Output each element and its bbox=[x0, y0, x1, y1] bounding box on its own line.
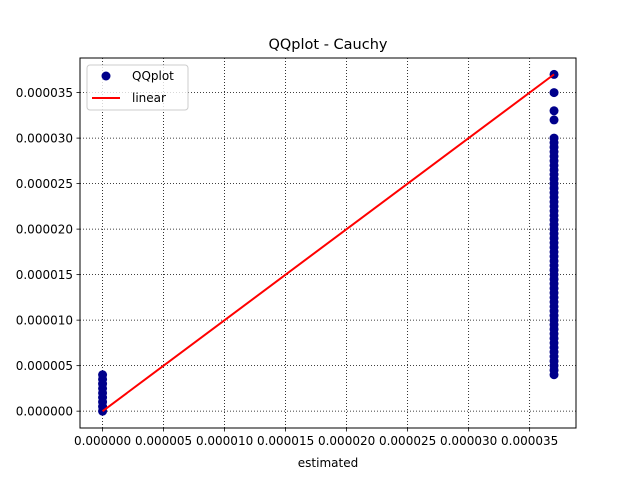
x-tick-label: 0.000000 bbox=[74, 434, 131, 448]
linear-fit-line bbox=[101, 73, 555, 412]
y-tick-label: 0.000035 bbox=[16, 86, 73, 100]
y-tick-label: 0.000015 bbox=[16, 268, 73, 282]
qqplot-point bbox=[98, 370, 108, 380]
legend: QQplot linear bbox=[86, 64, 189, 111]
y-tick-label: 0.000030 bbox=[16, 131, 73, 145]
y-tick-label: 0.000025 bbox=[16, 177, 73, 191]
qqplot-point bbox=[549, 115, 559, 125]
x-tick-label: 0.000005 bbox=[135, 434, 192, 448]
y-tick-label: 0.000000 bbox=[16, 404, 73, 418]
legend-label-qqplot: QQplot bbox=[132, 69, 174, 83]
x-tick-label: 0.000010 bbox=[196, 434, 253, 448]
qqplot-point bbox=[549, 88, 559, 98]
x-tick-label: 0.000015 bbox=[257, 434, 314, 448]
x-axis-ticks: 0.000000 0.000005 0.000010 0.000015 0.000020… bbox=[74, 428, 558, 448]
plot-series bbox=[98, 69, 559, 416]
x-tick-label: 0.000035 bbox=[501, 434, 558, 448]
x-tick-label: 0.000030 bbox=[440, 434, 497, 448]
qqplot-point bbox=[549, 106, 559, 116]
y-tick-label: 0.000020 bbox=[16, 222, 73, 236]
qqplot-point bbox=[549, 133, 559, 143]
x-tick-label: 0.000020 bbox=[318, 434, 375, 448]
legend-label-linear: linear bbox=[132, 91, 166, 105]
x-tick-label: 0.000025 bbox=[379, 434, 436, 448]
x-axis-label: estimated bbox=[298, 456, 358, 470]
legend-marker-qqplot bbox=[101, 71, 111, 81]
plot-area-frame bbox=[79, 57, 577, 429]
chart-title: QQplot - Cauchy bbox=[268, 37, 387, 53]
y-tick-label: 0.000005 bbox=[16, 359, 73, 373]
y-tick-label: 0.000010 bbox=[16, 313, 73, 327]
y-axis-ticks: 0.000000 0.000005 0.000010 0.000015 0.000020… bbox=[16, 86, 80, 418]
